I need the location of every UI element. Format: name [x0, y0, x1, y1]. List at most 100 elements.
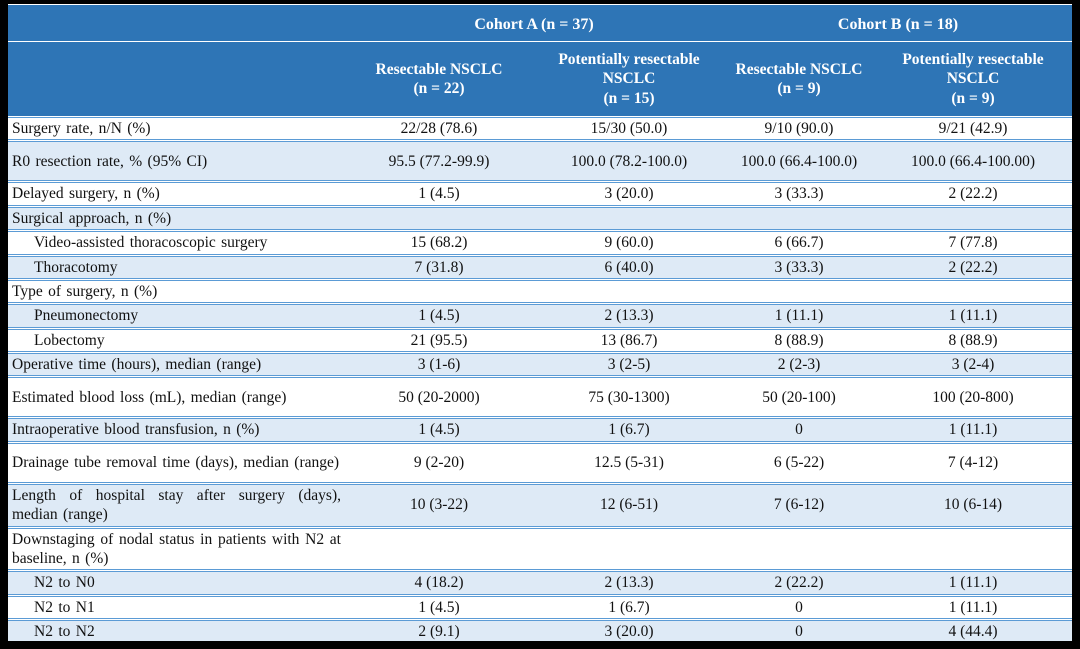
table-row: Length of hospital stay after surgery (d… [8, 483, 1072, 527]
row-label: Lobectomy [8, 328, 344, 352]
header-col-potentially-resectable-a: Potentially resectable NSCLC (n = 15) [534, 42, 724, 116]
subhead-name: Resectable NSCLC [375, 60, 503, 78]
table-row: Surgery rate, n/N (%) 22/28 (78.6) 15/30… [8, 117, 1072, 141]
row-value: 3 (33.3) [724, 255, 874, 279]
table-row: Estimated blood loss (mL), median (range… [8, 377, 1072, 418]
row-value: 9/10 (90.0) [724, 117, 874, 141]
row-value: 1 (11.1) [874, 418, 1072, 442]
row-value: 1 (11.1) [874, 595, 1072, 619]
row-value [874, 206, 1072, 231]
row-value: 1 (4.5) [344, 418, 534, 442]
table-row: Downstaging of nodal status in patients … [8, 527, 1072, 571]
row-value: 12 (6-51) [534, 483, 724, 527]
row-value: 9 (2-20) [344, 442, 534, 483]
header-cohort-a: Cohort A (n = 37) [344, 5, 724, 41]
row-label: Intraoperative blood transfusion, n (%) [8, 418, 344, 442]
row-value: 100.0 (66.4-100.00) [874, 141, 1072, 182]
table-row: Thoracotomy 7 (31.8) 6 (40.0) 3 (33.3) 2… [8, 255, 1072, 279]
table-body: Surgery rate, n/N (%) 22/28 (78.6) 15/30… [8, 117, 1072, 641]
subhead-n: (n = 22) [413, 80, 465, 97]
row-value: 2 (22.2) [724, 571, 874, 595]
header-spacer-cell [8, 42, 344, 116]
row-value: 9/21 (42.9) [874, 117, 1072, 141]
row-value: 1 (6.7) [534, 418, 724, 442]
row-value: 0 [724, 620, 874, 641]
row-label: R0 resection rate, % (95% CI) [8, 141, 344, 182]
row-value: 15/30 (50.0) [534, 117, 724, 141]
row-value: 3 (20.0) [534, 182, 724, 206]
row-value: 6 (5-22) [724, 442, 874, 483]
row-value: 15 (68.2) [344, 231, 534, 255]
row-value [534, 527, 724, 571]
row-value: 100.0 (78.2-100.0) [534, 141, 724, 182]
table-row: N2 to N2 2 (9.1) 3 (20.0) 0 4 (44.4) [8, 620, 1072, 641]
subhead-name: Potentially resectable NSCLC [558, 50, 700, 88]
subhead-n: (n = 9) [777, 80, 821, 97]
row-value [724, 527, 874, 571]
subhead-name: Potentially resectable NSCLC [902, 50, 1044, 88]
subhead-n: (n = 9) [951, 89, 995, 107]
header-col-potentially-resectable-b: Potentially resectable NSCLC (n = 9) [874, 42, 1072, 116]
row-value: 9 (60.0) [534, 231, 724, 255]
table-header: Cohort A (n = 37) Cohort B (n = 18) Rese… [8, 5, 1072, 116]
row-value: 21 (95.5) [344, 328, 534, 352]
subhead-name: Resectable NSCLC [735, 60, 863, 78]
row-value: 7 (77.8) [874, 231, 1072, 255]
table-row: N2 to N0 4 (18.2) 2 (13.3) 2 (22.2) 1 (1… [8, 571, 1072, 595]
row-label: N2 to N0 [8, 571, 344, 595]
header-cohort-b: Cohort B (n = 18) [724, 5, 1072, 41]
row-value: 6 (66.7) [724, 231, 874, 255]
table-row: R0 resection rate, % (95% CI) 95.5 (77.2… [8, 141, 1072, 182]
row-value: 4 (44.4) [874, 620, 1072, 641]
table-row: Lobectomy 21 (95.5) 13 (86.7) 8 (88.9) 8… [8, 328, 1072, 352]
table-sheet: Cohort A (n = 37) Cohort B (n = 18) Rese… [8, 4, 1072, 641]
row-value: 3 (2-4) [874, 353, 1072, 377]
row-label: Estimated blood loss (mL), median (range… [8, 377, 344, 418]
row-value: 2 (13.3) [534, 571, 724, 595]
row-value: 75 (30-1300) [534, 377, 724, 418]
table-row: Pneumonectomy 1 (4.5) 2 (13.3) 1 (11.1) … [8, 304, 1072, 328]
row-label: N2 to N1 [8, 595, 344, 619]
row-value: 0 [724, 418, 874, 442]
header-spacer-cell [8, 5, 344, 41]
row-value [344, 527, 534, 571]
row-value: 3 (2-5) [534, 353, 724, 377]
table-row: Video-assisted thoracoscopic surgery 15 … [8, 231, 1072, 255]
row-value: 3 (1-6) [344, 353, 534, 377]
header-col-resectable-a: Resectable NSCLC (n = 22) [344, 42, 534, 116]
row-value: 2 (13.3) [534, 304, 724, 328]
row-value: 50 (20-100) [724, 377, 874, 418]
subgroup-header-row: Resectable NSCLC (n = 22) Potentially re… [8, 42, 1072, 116]
row-value: 2 (22.2) [874, 182, 1072, 206]
row-value: 10 (6-14) [874, 483, 1072, 527]
row-value: 7 (4-12) [874, 442, 1072, 483]
row-value: 7 (6-12) [724, 483, 874, 527]
row-value: 100.0 (66.4-100.0) [724, 141, 874, 182]
row-value [534, 279, 724, 304]
row-value: 6 (40.0) [534, 255, 724, 279]
row-label: Operative time (hours), median (range) [8, 353, 344, 377]
row-value: 2 (22.2) [874, 255, 1072, 279]
row-label: Downstaging of nodal status in patients … [8, 527, 344, 571]
row-value [724, 206, 874, 231]
row-value [344, 279, 534, 304]
table-row: Drainage tube removal time (days), media… [8, 442, 1072, 483]
row-value: 1 (4.5) [344, 595, 534, 619]
row-label: Delayed surgery, n (%) [8, 182, 344, 206]
row-value: 1 (4.5) [344, 182, 534, 206]
table-row: Type of surgery, n (%) [8, 279, 1072, 304]
cohort-header-row: Cohort A (n = 37) Cohort B (n = 18) [8, 5, 1072, 41]
row-value: 50 (20-2000) [344, 377, 534, 418]
row-label: Length of hospital stay after surgery (d… [8, 483, 344, 527]
row-value: 1 (11.1) [874, 304, 1072, 328]
row-value: 1 (6.7) [534, 595, 724, 619]
row-value [534, 206, 724, 231]
row-label: Surgical approach, n (%) [8, 206, 344, 231]
row-label: Drainage tube removal time (days), media… [8, 442, 344, 483]
row-value: 8 (88.9) [724, 328, 874, 352]
row-label: Pneumonectomy [8, 304, 344, 328]
row-value: 2 (2-3) [724, 353, 874, 377]
row-value [874, 527, 1072, 571]
row-value: 3 (33.3) [724, 182, 874, 206]
